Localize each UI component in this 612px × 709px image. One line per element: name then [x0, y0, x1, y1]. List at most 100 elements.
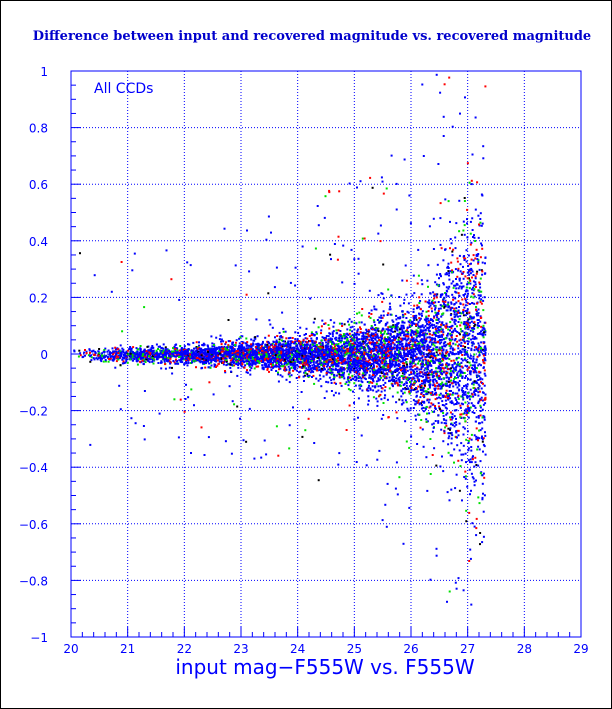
data-point	[378, 316, 381, 319]
data-point	[444, 248, 447, 251]
data-point	[435, 464, 438, 467]
data-point	[484, 85, 487, 88]
data-point	[430, 392, 433, 395]
data-point	[331, 335, 334, 338]
data-point	[117, 354, 120, 357]
data-point	[353, 282, 356, 285]
data-point	[439, 217, 442, 220]
data-point	[271, 342, 274, 345]
data-point	[292, 364, 295, 367]
data-point	[236, 348, 239, 351]
data-point	[440, 349, 443, 352]
data-point	[331, 353, 334, 356]
data-point	[206, 355, 208, 358]
data-point	[421, 356, 424, 359]
data-point	[90, 359, 93, 362]
data-point	[439, 342, 442, 345]
data-point	[450, 390, 452, 392]
data-point	[464, 401, 467, 404]
data-point	[473, 390, 476, 393]
data-point	[163, 360, 166, 363]
data-point	[388, 376, 391, 379]
data-point	[477, 236, 480, 239]
data-point	[468, 398, 471, 401]
data-point	[375, 380, 378, 383]
data-point	[378, 378, 381, 381]
data-point	[309, 362, 312, 364]
data-point	[443, 296, 446, 299]
data-point	[418, 359, 421, 362]
data-point	[381, 180, 384, 183]
data-point	[451, 347, 454, 350]
data-point	[283, 369, 286, 372]
data-point	[323, 362, 326, 365]
data-point	[309, 353, 312, 356]
data-point	[383, 344, 386, 347]
data-point	[469, 282, 472, 285]
data-point	[250, 345, 253, 348]
data-point	[380, 417, 383, 420]
data-point	[318, 366, 321, 368]
data-point	[450, 488, 453, 491]
data-point	[484, 396, 487, 399]
data-point	[421, 365, 424, 368]
data-point	[248, 345, 251, 348]
data-point	[448, 380, 451, 383]
data-point	[251, 349, 254, 352]
data-point	[119, 364, 122, 367]
data-point	[480, 341, 483, 344]
data-point	[427, 363, 429, 366]
data-point	[188, 358, 191, 361]
data-point	[414, 400, 417, 403]
data-point	[479, 286, 482, 289]
data-point	[330, 351, 333, 354]
data-point	[481, 498, 484, 501]
data-point	[473, 465, 476, 468]
data-point	[368, 359, 371, 361]
data-point	[338, 190, 341, 193]
data-point	[258, 357, 261, 360]
data-point	[455, 310, 458, 313]
data-point	[218, 360, 221, 363]
data-point	[355, 343, 358, 346]
data-point	[404, 371, 407, 374]
data-point	[382, 263, 385, 266]
data-point	[472, 280, 475, 283]
data-point	[460, 442, 463, 445]
data-point	[150, 352, 153, 355]
data-point	[450, 271, 453, 274]
data-point	[211, 345, 214, 348]
data-point	[320, 364, 323, 366]
data-point	[438, 405, 441, 408]
data-point	[238, 351, 241, 354]
data-point	[172, 353, 175, 356]
data-point	[346, 338, 349, 340]
data-point	[428, 321, 431, 324]
data-point	[471, 364, 474, 367]
data-point	[317, 224, 320, 227]
data-point	[275, 342, 277, 345]
data-point	[382, 384, 385, 386]
data-point	[297, 331, 300, 334]
data-point	[118, 384, 121, 387]
data-point	[330, 258, 332, 261]
data-point	[464, 452, 467, 455]
data-point	[348, 343, 350, 346]
data-point	[451, 393, 454, 396]
data-point	[142, 357, 145, 359]
data-point	[301, 361, 304, 364]
data-point	[399, 343, 401, 346]
data-point	[352, 337, 354, 340]
data-point	[421, 324, 424, 327]
data-point	[414, 316, 417, 319]
data-point	[418, 351, 421, 354]
data-point	[380, 398, 383, 401]
data-point	[353, 335, 356, 338]
data-point	[444, 299, 447, 302]
data-point	[325, 352, 328, 355]
data-point	[115, 360, 118, 363]
data-point	[405, 401, 408, 404]
data-point	[242, 357, 244, 360]
data-point	[351, 330, 354, 333]
data-point	[437, 331, 440, 334]
